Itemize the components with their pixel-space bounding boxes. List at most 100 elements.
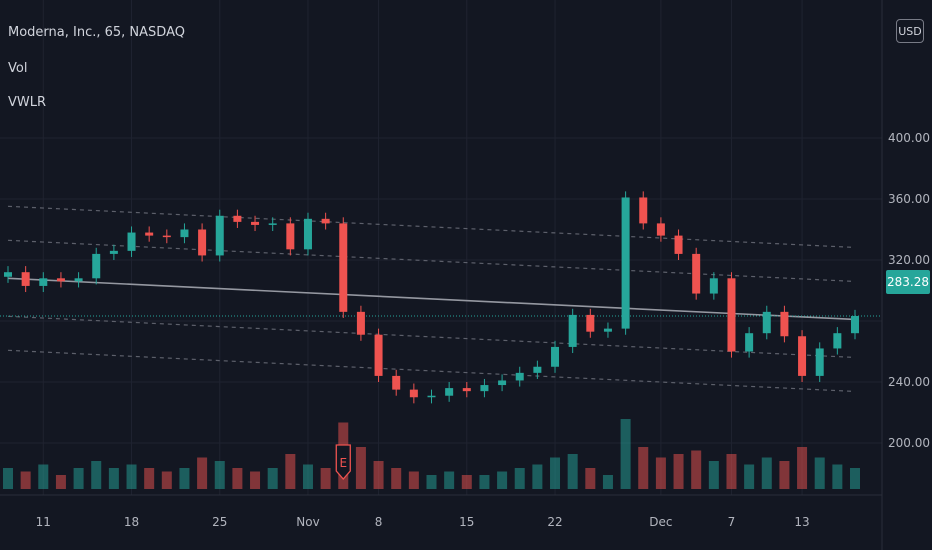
volume-bar xyxy=(708,461,719,489)
candle xyxy=(551,346,560,367)
time-axis-label: 11 xyxy=(36,515,51,529)
candle xyxy=(798,336,807,376)
candle xyxy=(233,215,242,222)
time-axis-label: 18 xyxy=(124,515,139,529)
volume-bar xyxy=(655,457,666,489)
time-axis-label: 7 xyxy=(728,515,736,529)
candle xyxy=(339,223,348,312)
candle xyxy=(815,348,824,376)
time-axis-label: 15 xyxy=(459,515,474,529)
volume-bar xyxy=(567,454,578,489)
time-axis-label: 8 xyxy=(375,515,383,529)
vwlr-deviation-line xyxy=(7,315,856,359)
volume-bar xyxy=(250,471,261,489)
time-axis-label: Nov xyxy=(296,515,319,529)
volume-bar xyxy=(55,475,66,489)
price-axis-label: 200.00 xyxy=(888,436,930,450)
candle xyxy=(603,328,612,332)
candle xyxy=(56,278,65,282)
volume-bar xyxy=(108,468,119,489)
candle xyxy=(498,380,507,386)
volume-bar xyxy=(832,464,843,489)
price-axis-label: 240.00 xyxy=(888,375,930,389)
price-axis-label: 400.00 xyxy=(888,131,930,145)
volume-bar xyxy=(726,454,737,489)
candle xyxy=(198,229,207,256)
volume-bar xyxy=(161,471,172,489)
candle xyxy=(462,388,471,392)
time-axis-label: 13 xyxy=(794,515,809,529)
volume-bar xyxy=(479,475,490,489)
candle xyxy=(145,232,154,236)
candle xyxy=(21,272,30,286)
volume-bar xyxy=(144,468,155,489)
time-axis-label: 25 xyxy=(212,515,227,529)
volume-bar xyxy=(232,468,243,489)
volume-bar xyxy=(850,468,860,489)
candle xyxy=(621,197,630,329)
candle xyxy=(268,223,277,225)
volume-bar xyxy=(214,461,225,489)
candle xyxy=(745,333,754,352)
candle xyxy=(568,314,577,347)
candle xyxy=(780,311,789,337)
candle xyxy=(727,278,736,352)
volume-bar xyxy=(267,468,278,489)
price-axis-label: 360.00 xyxy=(888,192,930,206)
volume-bar xyxy=(126,464,137,489)
volume-bar xyxy=(497,471,508,489)
candle xyxy=(127,232,136,251)
candle xyxy=(392,375,401,390)
indicator-vol-label[interactable]: Vol xyxy=(8,61,28,76)
candle xyxy=(356,311,365,335)
candle xyxy=(445,388,454,396)
vwlr-deviation-line xyxy=(7,349,856,393)
candle xyxy=(251,221,260,225)
vwlr-deviation-line xyxy=(7,205,856,249)
volume-bar xyxy=(797,447,808,489)
candle xyxy=(851,315,859,334)
volume-bar xyxy=(38,464,49,489)
volume-bar xyxy=(532,464,543,489)
candle xyxy=(215,215,224,256)
volume-bar xyxy=(302,464,313,489)
symbol-title[interactable]: Moderna, Inc., 65, NASDAQ xyxy=(8,25,185,40)
last-price-label: 283.28 xyxy=(886,270,930,294)
volume-bar xyxy=(20,471,31,489)
volume-bar xyxy=(91,461,102,489)
candle xyxy=(39,278,48,286)
volume-bar xyxy=(408,471,419,489)
volume-bar xyxy=(620,419,631,489)
time-axis-label: 22 xyxy=(547,515,562,529)
volume-bar xyxy=(426,475,437,489)
candle xyxy=(515,372,524,381)
candle xyxy=(321,218,330,224)
candle xyxy=(427,395,436,398)
candle xyxy=(109,250,118,254)
candle xyxy=(656,223,665,236)
indicator-vwlr-label[interactable]: VWLR xyxy=(8,95,47,110)
currency-button[interactable]: USD xyxy=(896,19,924,43)
earnings-marker-label: E xyxy=(339,456,347,470)
volume-bar xyxy=(355,447,366,489)
candle xyxy=(180,229,189,238)
volume-bar xyxy=(602,475,613,489)
candle xyxy=(303,218,312,250)
volume-bar xyxy=(73,468,84,489)
volume-bar xyxy=(638,447,649,489)
time-axis-label: Dec xyxy=(649,515,672,529)
volume-bar xyxy=(550,457,561,489)
vwlr-regression-line xyxy=(7,277,856,321)
volume-bar xyxy=(691,450,702,489)
candle xyxy=(286,223,295,250)
volume-bar xyxy=(373,461,384,489)
volume-bar xyxy=(761,457,772,489)
candle xyxy=(409,389,418,398)
volume-bar xyxy=(673,454,684,489)
candle xyxy=(480,385,489,392)
volume-bar xyxy=(779,461,790,489)
volume-bar xyxy=(197,457,208,489)
candle xyxy=(92,253,101,279)
